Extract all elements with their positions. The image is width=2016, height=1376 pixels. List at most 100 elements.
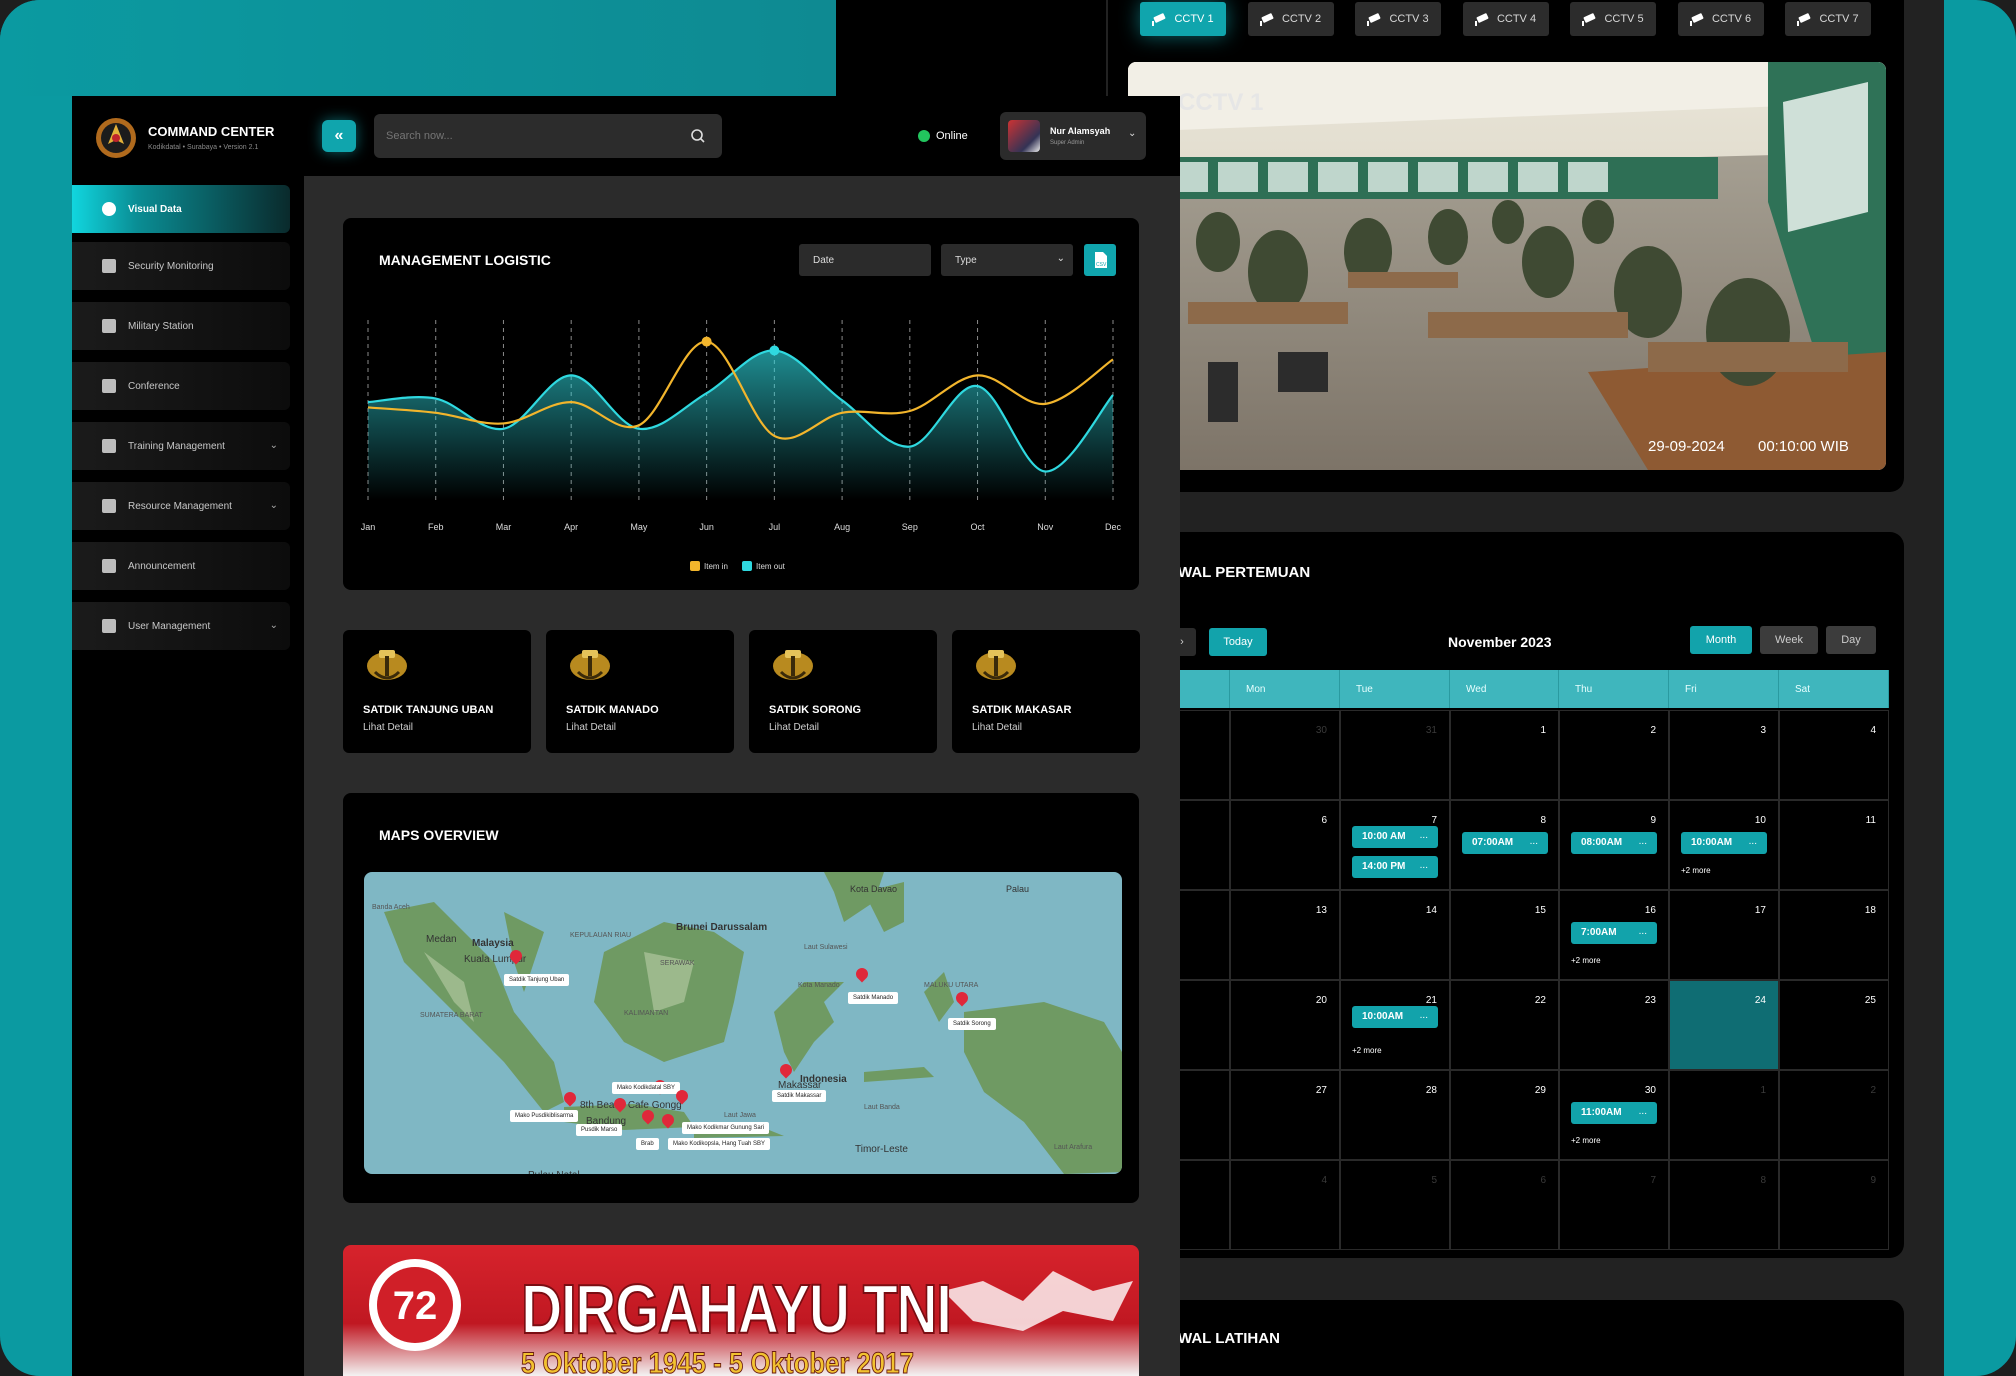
map-pin-icon[interactable] xyxy=(564,1092,576,1108)
satdik-detail-link[interactable]: Lihat Detail xyxy=(769,722,820,733)
calendar-day-cell[interactable]: 4 xyxy=(1230,1160,1340,1250)
map-pin-icon[interactable] xyxy=(642,1110,654,1126)
satdik-card[interactable]: SATDIK MANADO Lihat Detail xyxy=(546,630,734,753)
sidebar-item-resource-management[interactable]: Resource Management ⌄ xyxy=(72,482,290,530)
cctv-camera-icon xyxy=(1474,13,1491,26)
calendar-day-cell[interactable]: 17 xyxy=(1669,890,1779,980)
calendar-day-cell[interactable]: 7 xyxy=(1559,1160,1669,1250)
calendar-event[interactable]: 10:00AM... xyxy=(1352,1006,1438,1028)
satdik-card[interactable]: SATDIK MAKASAR Lihat Detail xyxy=(952,630,1140,753)
calendar-day-cell[interactable]: 29 xyxy=(1450,1070,1559,1160)
calendar-day-cell[interactable]: 22 xyxy=(1450,980,1559,1070)
satdik-detail-link[interactable]: Lihat Detail xyxy=(363,722,414,733)
data-point-highlight[interactable] xyxy=(769,345,780,356)
date-filter[interactable]: Date xyxy=(799,244,931,276)
map-pin-icon[interactable] xyxy=(956,992,968,1008)
calendar-day-cell[interactable]: 27 xyxy=(1230,1070,1340,1160)
map-marker-label: Satdik Makassar xyxy=(772,1090,827,1102)
tab-cctv-5[interactable]: CCTV 5 xyxy=(1570,2,1656,36)
calendar-day-cell[interactable]: 1 xyxy=(1450,710,1559,800)
tab-cctv-1[interactable]: CCTV 1 xyxy=(1140,2,1226,36)
tab-cctv-6[interactable]: CCTV 6 xyxy=(1677,2,1764,36)
satdik-card[interactable]: SATDIK TANJUNG UBAN Lihat Detail xyxy=(343,630,531,753)
view-day-button[interactable]: Day xyxy=(1826,626,1876,654)
sidebar-item-training-management[interactable]: Training Management ⌄ xyxy=(72,422,290,470)
sidebar-item-visual-data[interactable]: Visual Data xyxy=(72,185,290,233)
type-filter[interactable]: Type ⌄ xyxy=(941,244,1073,276)
calendar-day-cell[interactable]: 23 xyxy=(1559,980,1669,1070)
calendar-day-cell[interactable]: 4 xyxy=(1779,710,1889,800)
calendar-event[interactable]: 11:00AM... xyxy=(1571,1102,1657,1124)
more-events-link[interactable]: +2 more xyxy=(1571,1136,1601,1145)
calendar-day-cell[interactable]: 5 xyxy=(1340,1160,1450,1250)
calendar-day-cell[interactable]: 31 xyxy=(1340,710,1450,800)
tab-cctv-2[interactable]: CCTV 2 xyxy=(1247,2,1334,36)
search-icon[interactable] xyxy=(690,128,706,144)
more-events-link[interactable]: +2 more xyxy=(1352,1046,1382,1055)
calendar-event[interactable]: 10:00AM... xyxy=(1681,832,1767,854)
view-week-button[interactable]: Week xyxy=(1760,626,1818,654)
calendar-day-cell[interactable]: 3 xyxy=(1669,710,1779,800)
calendar-event[interactable]: 10:00 AM... xyxy=(1352,826,1438,848)
satdik-card[interactable]: SATDIK SORONG Lihat Detail xyxy=(749,630,937,753)
lock-icon xyxy=(102,619,116,633)
search-input[interactable] xyxy=(386,126,676,146)
calendar-day-cell[interactable]: 20 xyxy=(1230,980,1340,1070)
calendar-event[interactable]: 7:00AM... xyxy=(1571,922,1657,944)
calendar-day-cell[interactable]: 13 xyxy=(1230,890,1340,980)
map-pin-icon[interactable] xyxy=(780,1064,792,1080)
calendar-day-cell[interactable]: 28 xyxy=(1340,1070,1450,1160)
calendar-day-cell[interactable]: 25 xyxy=(1779,980,1889,1070)
backdrop-teal-top xyxy=(0,0,836,96)
sidebar-item-conference[interactable]: Conference xyxy=(72,362,290,410)
map-pin-icon[interactable] xyxy=(662,1114,674,1130)
more-events-link[interactable]: +2 more xyxy=(1571,956,1601,965)
navy-logo-icon xyxy=(94,114,138,162)
calendar-day-cell[interactable]: 8 xyxy=(1669,1160,1779,1250)
calendar-day-cell[interactable]: 6 xyxy=(1450,1160,1559,1250)
view-month-button[interactable]: Month xyxy=(1690,626,1752,654)
calendar-day-cell[interactable]: 9 xyxy=(1559,800,1669,890)
calendar-day-cell[interactable]: 30 xyxy=(1230,710,1340,800)
satdik-detail-link[interactable]: Lihat Detail xyxy=(972,722,1023,733)
map-pin-icon[interactable] xyxy=(856,968,868,984)
calendar-day-cell[interactable]: 9 xyxy=(1779,1160,1889,1250)
map-pin-icon[interactable] xyxy=(510,950,522,966)
calendar-day-cell[interactable]: 11 xyxy=(1779,800,1889,890)
map-pin-icon[interactable] xyxy=(676,1090,688,1106)
map-pin-icon[interactable] xyxy=(614,1098,626,1114)
calendar-event[interactable]: 07:00AM... xyxy=(1462,832,1548,854)
calendar-day-cell[interactable]: 18 xyxy=(1779,890,1889,980)
calendar-date: 2 xyxy=(1650,725,1656,736)
calendar-day-cell[interactable]: 14 xyxy=(1340,890,1450,980)
calendar-event[interactable]: 08:00AM... xyxy=(1571,832,1657,854)
data-point-highlight[interactable] xyxy=(701,336,712,347)
map-view[interactable]: Kota Davao Palau Malaysia Kuala Lumpur Medan… xyxy=(364,872,1122,1174)
tab-cctv-7[interactable]: CCTV 7 xyxy=(1785,2,1871,36)
calendar-day-cell[interactable]: 15 xyxy=(1450,890,1559,980)
export-csv-button[interactable]: CSV xyxy=(1084,244,1116,276)
calendar-date: 13 xyxy=(1315,905,1327,916)
collapse-sidebar-button[interactable]: « xyxy=(322,120,356,152)
calendar-day-cell[interactable]: 1 xyxy=(1669,1070,1779,1160)
calendar-day-cell[interactable]: 2 xyxy=(1779,1070,1889,1160)
series-item-out-line xyxy=(367,349,1114,473)
database-icon xyxy=(102,499,116,513)
sidebar-item-security-monitoring[interactable]: Security Monitoring xyxy=(72,242,290,290)
sidebar-item-user-management[interactable]: User Management ⌄ xyxy=(72,602,290,650)
tab-cctv-3[interactable]: CCTV 3 xyxy=(1355,2,1441,36)
map-place-label: Kuala Lumpur xyxy=(464,954,527,965)
sidebar-item-military-station[interactable]: Military Station xyxy=(72,302,290,350)
calendar-day-cell[interactable]: 2 xyxy=(1559,710,1669,800)
x-tick-label: Apr xyxy=(564,522,579,532)
user-menu[interactable]: Nur Alamsyah Super Admin ⌄ xyxy=(1000,112,1146,160)
calendar-today-button[interactable]: Today xyxy=(1209,628,1267,656)
more-events-link[interactable]: +2 more xyxy=(1681,866,1711,875)
calendar-day-cell[interactable]: 6 xyxy=(1230,800,1340,890)
calendar-event[interactable]: 14:00 PM... xyxy=(1352,856,1438,878)
tab-cctv-4[interactable]: CCTV 4 xyxy=(1462,2,1549,36)
sidebar-item-announcement[interactable]: Announcement xyxy=(72,542,290,590)
satdik-detail-link[interactable]: Lihat Detail xyxy=(566,722,617,733)
calendar-day-cell[interactable]: 24 xyxy=(1669,980,1779,1070)
cctv-feed[interactable]: CCTV 1 29-09-2024 00:10:00 WIB xyxy=(1128,62,1886,470)
